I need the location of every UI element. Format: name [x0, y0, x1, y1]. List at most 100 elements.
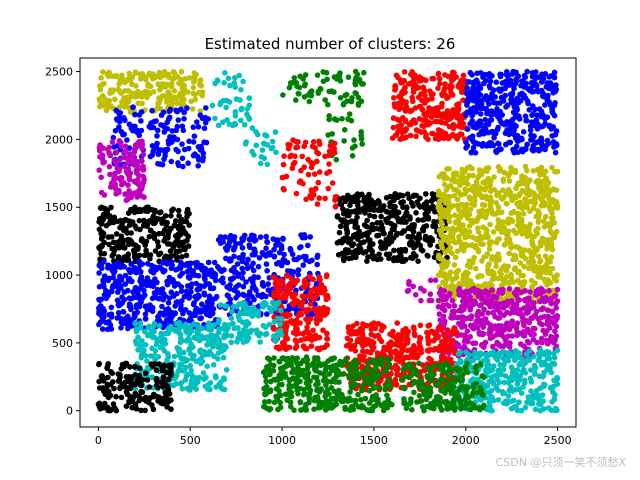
data-point — [220, 325, 226, 332]
data-point — [360, 205, 367, 211]
data-point — [502, 341, 509, 348]
data-point — [186, 75, 193, 81]
data-point — [544, 114, 551, 120]
data-point — [447, 213, 453, 220]
cluster-14 — [96, 258, 220, 333]
data-point — [285, 268, 291, 274]
data-point — [537, 171, 544, 177]
data-point — [138, 127, 145, 134]
data-point — [317, 85, 324, 92]
data-point — [469, 92, 476, 98]
data-point — [516, 204, 522, 210]
data-point — [195, 325, 201, 332]
data-point — [228, 339, 235, 346]
data-point — [171, 240, 178, 247]
data-point — [491, 99, 497, 106]
data-point — [112, 96, 118, 103]
data-point — [235, 282, 242, 288]
data-point — [352, 218, 359, 224]
data-point — [550, 90, 557, 96]
data-point — [244, 106, 251, 112]
data-point — [500, 219, 506, 225]
data-point — [526, 298, 533, 305]
data-point — [348, 98, 355, 105]
data-point — [444, 195, 451, 202]
data-point — [528, 132, 534, 138]
data-point — [268, 145, 275, 152]
data-point — [202, 383, 208, 390]
data-point — [429, 75, 436, 82]
data-point — [108, 304, 115, 311]
data-point — [515, 149, 521, 156]
data-point — [473, 109, 479, 115]
data-point — [510, 256, 516, 263]
data-point — [144, 307, 151, 313]
data-point — [112, 279, 119, 286]
data-point — [168, 158, 175, 165]
data-point — [425, 340, 432, 347]
data-point — [437, 317, 444, 323]
data-point — [539, 190, 545, 196]
data-point — [126, 241, 132, 248]
data-point — [418, 246, 425, 253]
data-point — [200, 370, 207, 376]
data-point — [243, 279, 249, 285]
data-point — [550, 186, 557, 192]
data-point — [166, 277, 173, 283]
data-point — [476, 131, 482, 138]
data-point — [464, 302, 470, 309]
data-point — [521, 72, 528, 79]
data-point — [375, 232, 382, 239]
data-point — [465, 79, 471, 85]
data-point — [165, 300, 172, 306]
data-point — [202, 276, 208, 283]
data-point — [518, 341, 524, 347]
data-point — [435, 105, 442, 111]
data-point — [298, 303, 305, 310]
data-point — [210, 333, 217, 340]
data-point — [369, 221, 376, 228]
data-point — [101, 206, 108, 212]
data-point — [475, 229, 482, 235]
data-point — [98, 221, 105, 227]
data-point — [196, 293, 202, 300]
data-point — [325, 185, 332, 192]
data-point — [346, 212, 352, 219]
data-point — [122, 272, 129, 279]
data-point — [199, 301, 205, 308]
data-point — [417, 242, 424, 249]
data-point — [477, 105, 484, 112]
data-point — [178, 306, 184, 313]
data-point — [509, 71, 516, 77]
data-point — [354, 224, 361, 230]
data-point — [340, 206, 346, 212]
data-point — [242, 141, 249, 147]
data-point — [445, 239, 452, 246]
data-point — [161, 156, 167, 162]
data-point — [307, 301, 314, 307]
data-point — [451, 308, 458, 315]
data-point — [221, 80, 227, 86]
data-point — [257, 330, 264, 337]
data-point — [477, 85, 484, 92]
data-point — [130, 208, 136, 214]
data-point — [241, 332, 247, 338]
data-point — [441, 258, 447, 264]
data-point — [175, 148, 181, 155]
data-point — [154, 286, 161, 293]
data-point — [120, 244, 127, 251]
data-point — [230, 320, 236, 327]
data-point — [195, 163, 201, 169]
data-point — [500, 187, 506, 193]
data-point — [369, 248, 375, 254]
data-point — [326, 113, 333, 119]
data-point — [471, 98, 478, 104]
data-point — [360, 321, 366, 327]
data-point — [425, 235, 432, 242]
data-point — [457, 115, 463, 122]
data-point — [501, 169, 508, 176]
data-point — [133, 225, 140, 232]
data-point — [532, 106, 538, 113]
data-point — [516, 307, 523, 313]
data-point — [219, 386, 225, 392]
